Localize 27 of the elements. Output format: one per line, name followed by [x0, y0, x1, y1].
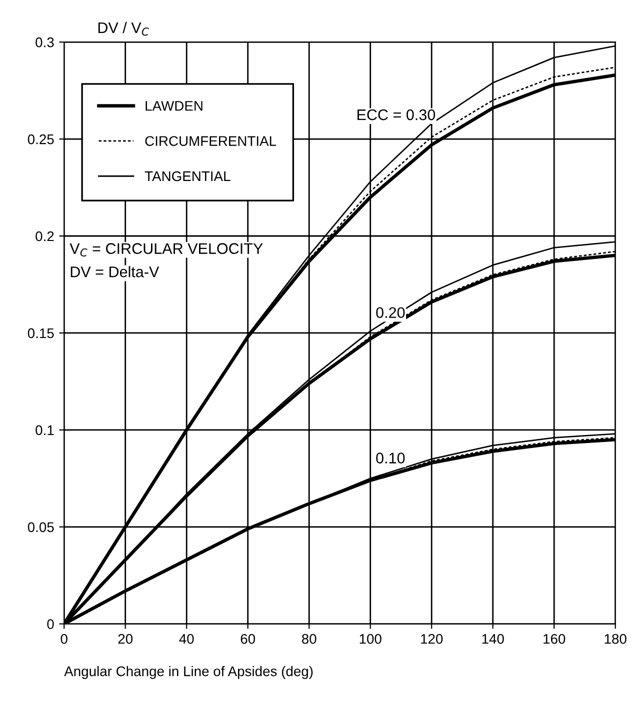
annotation: V$_{C}$ = CIRCULAR VELOCITY — [70, 243, 263, 256]
annotation: DV = Delta-V — [70, 266, 160, 278]
y-tick-label: 0.25 — [28, 134, 54, 144]
x-tick-label: 60 — [240, 634, 256, 644]
y-tick-label: 0.1 — [36, 425, 54, 436]
y-tick-label: 0.3 — [36, 37, 54, 48]
x-tick-label: 160 — [544, 634, 566, 644]
x-tick-label: 0 — [60, 634, 68, 644]
annotation: 0.10 — [376, 452, 405, 464]
x-tick-label: 180 — [604, 634, 626, 644]
legend-label: CIRCUMFERENTIAL — [145, 136, 276, 146]
annotation: 0.20 — [376, 307, 405, 318]
y-tick-label: 0.05 — [28, 522, 54, 532]
y-tick-label: 0.15 — [28, 328, 54, 338]
legend-label: TANGENTIAL — [144, 171, 230, 182]
legend-label: LAWDEN — [146, 101, 202, 111]
x-axis-title: Angular Change in Line of Apsides (deg) — [64, 666, 313, 679]
x-tick-label: 40 — [179, 634, 194, 644]
x-tick-label: 20 — [118, 634, 133, 644]
y-axis-title: DV / V$_{C}$ — [98, 22, 149, 36]
y-tick-label: 0.2 — [36, 231, 54, 242]
x-tick-label: 140 — [482, 634, 504, 644]
x-tick-label: 80 — [302, 634, 316, 644]
x-tick-label: 100 — [360, 634, 382, 644]
x-tick-label: 120 — [421, 634, 443, 644]
annotation: ECC = 0.30 — [358, 109, 436, 120]
y-tick-label: 0 — [47, 619, 54, 630]
